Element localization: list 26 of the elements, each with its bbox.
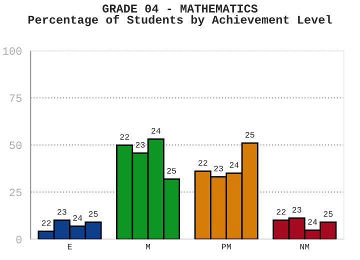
text: 24 (151, 128, 160, 134)
text: 24 (73, 215, 82, 221)
x-tick-label: M (146, 244, 150, 250)
text: 24 (230, 162, 239, 168)
text: 25 (88, 211, 98, 217)
text: 22 (120, 134, 129, 140)
text: 23 (214, 166, 223, 172)
series-label: 22 (42, 220, 51, 226)
text: 25 (167, 168, 176, 174)
x-tick-label: PM (222, 244, 231, 250)
series-label: 23 (58, 209, 66, 215)
x-tick-label: NM (300, 244, 310, 250)
y-tick-label: 25 (10, 188, 22, 196)
series-label: 25 (245, 132, 254, 138)
text: 22 (198, 160, 208, 166)
y-tick-label: 75 (10, 94, 22, 102)
x-tick-label: E (68, 244, 72, 250)
text: 23 (136, 142, 145, 148)
y-tick-label: 0 (16, 236, 22, 244)
series-label: 24 (308, 219, 318, 225)
y-tick-label: 50 (10, 142, 22, 150)
text: 25 (324, 211, 333, 217)
text: 23 (292, 207, 302, 213)
y-tick-label: 100 (3, 47, 22, 55)
text: 22 (276, 209, 286, 215)
chart-title: GRADE 04 - MATHEMATICS Percentage of Students by Achievement Level (28, 4, 332, 26)
